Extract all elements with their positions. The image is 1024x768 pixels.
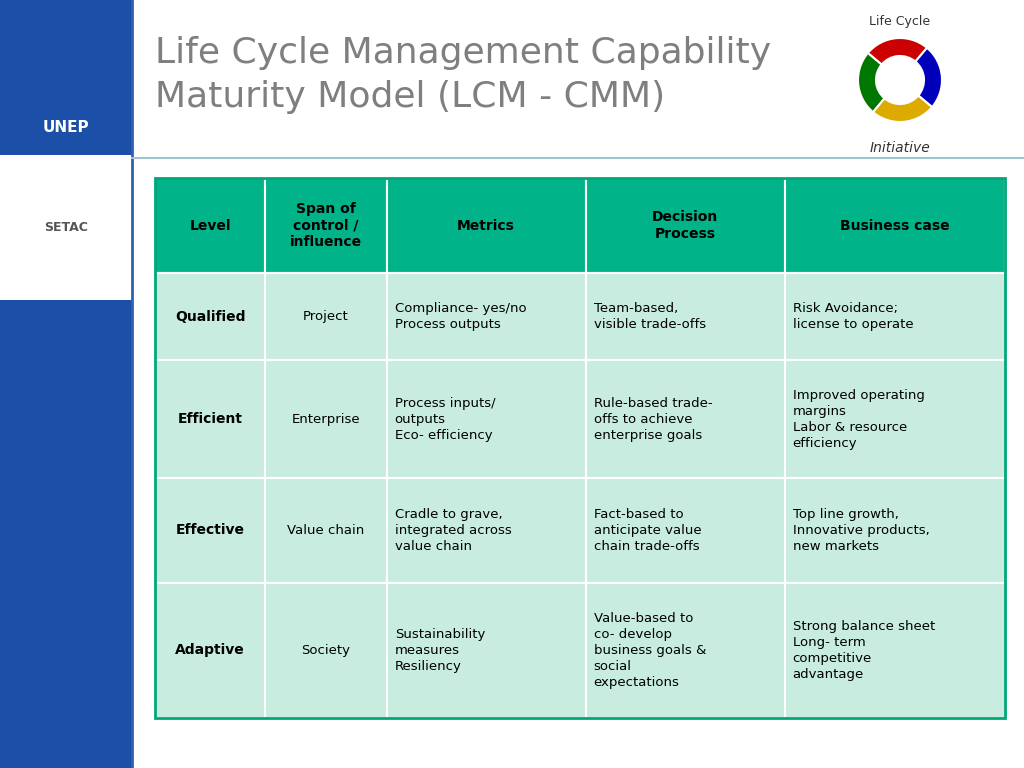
Bar — [155, 178, 1005, 718]
Text: Span of
control /
influence: Span of control / influence — [290, 202, 362, 250]
Text: UNEP: UNEP — [43, 120, 89, 135]
Text: Compliance- yes/no
Process outputs: Compliance- yes/no Process outputs — [394, 302, 526, 331]
Text: Process inputs/
outputs
Eco- efficiency: Process inputs/ outputs Eco- efficiency — [394, 396, 496, 442]
Text: Improved operating
margins
Labor & resource
efficiency: Improved operating margins Labor & resou… — [793, 389, 925, 449]
Bar — [784, 583, 1005, 718]
Text: Team-based,
visible trade-offs: Team-based, visible trade-offs — [594, 302, 706, 331]
Bar — [155, 360, 265, 478]
Text: Qualified: Qualified — [175, 310, 246, 323]
Bar — [586, 360, 784, 478]
Text: Enterprise: Enterprise — [292, 412, 360, 425]
Text: Sustainability
measures
Resiliency: Sustainability measures Resiliency — [394, 628, 485, 673]
Bar — [387, 583, 586, 718]
Text: Initiative: Initiative — [869, 141, 931, 155]
Bar — [387, 360, 586, 478]
Text: Decision
Process: Decision Process — [652, 210, 718, 241]
Bar — [586, 583, 784, 718]
Bar — [387, 478, 586, 583]
Text: Adaptive: Adaptive — [175, 644, 245, 657]
Text: Value-based to
co- develop
business goals &
social
expectations: Value-based to co- develop business goal… — [594, 612, 706, 689]
Bar — [387, 273, 586, 360]
Wedge shape — [858, 53, 885, 112]
Text: Level: Level — [189, 219, 230, 233]
Bar — [155, 273, 265, 360]
Text: Metrics: Metrics — [457, 219, 515, 233]
Bar — [155, 178, 265, 273]
Text: Efficient: Efficient — [177, 412, 243, 426]
Text: Value chain: Value chain — [288, 524, 365, 537]
Bar — [0, 0, 132, 155]
Text: Fact-based to
anticipate value
chain trade-offs: Fact-based to anticipate value chain tra… — [594, 508, 701, 553]
Bar — [265, 178, 387, 273]
Bar — [155, 478, 265, 583]
Bar — [586, 478, 784, 583]
Wedge shape — [873, 95, 932, 122]
Bar — [586, 178, 784, 273]
Bar — [0, 300, 132, 768]
Bar — [784, 273, 1005, 360]
Bar — [387, 178, 586, 273]
Bar — [155, 583, 265, 718]
Text: Business case: Business case — [840, 219, 949, 233]
Bar — [784, 360, 1005, 478]
Text: Project: Project — [303, 310, 349, 323]
Text: Strong balance sheet
Long- term
competitive
advantage: Strong balance sheet Long- term competit… — [793, 620, 935, 681]
Text: Rule-based trade-
offs to achieve
enterprise goals: Rule-based trade- offs to achieve enterp… — [594, 396, 713, 442]
Bar — [784, 178, 1005, 273]
Bar — [0, 155, 132, 300]
Text: Effective: Effective — [175, 524, 245, 538]
Bar — [265, 273, 387, 360]
Bar — [265, 360, 387, 478]
Text: Life Cycle: Life Cycle — [869, 15, 931, 28]
Wedge shape — [867, 38, 927, 65]
Bar — [265, 583, 387, 718]
Text: SETAC: SETAC — [44, 221, 88, 234]
Text: Top line growth,
Innovative products,
new markets: Top line growth, Innovative products, ne… — [793, 508, 930, 553]
Bar — [265, 478, 387, 583]
Text: Risk Avoidance;
license to operate: Risk Avoidance; license to operate — [793, 302, 913, 331]
Bar — [586, 273, 784, 360]
Text: Cradle to grave,
integrated across
value chain: Cradle to grave, integrated across value… — [394, 508, 511, 553]
Bar — [784, 478, 1005, 583]
Text: Life Cycle Management Capability
Maturity Model (LCM - CMM): Life Cycle Management Capability Maturit… — [155, 36, 771, 114]
Wedge shape — [915, 48, 942, 107]
Text: Society: Society — [301, 644, 350, 657]
